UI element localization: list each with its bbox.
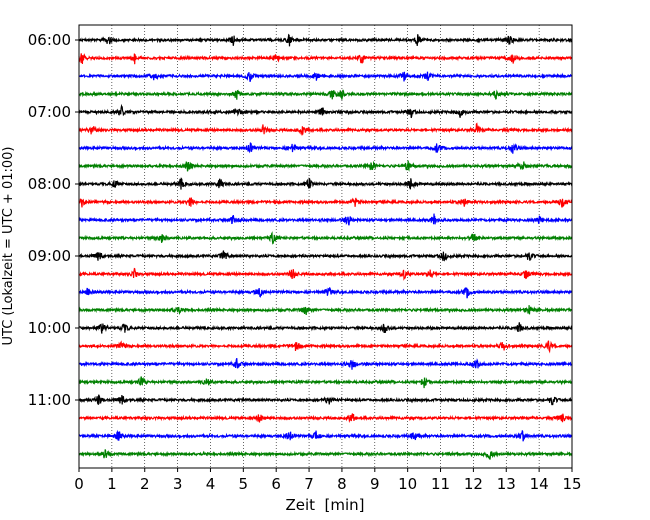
y-axis-ticks: 06:00 07:00 08:00 09:00 10:00 11:00 [28, 31, 79, 409]
trace-line [78, 142, 573, 154]
x-tick-label: 13 [497, 475, 516, 493]
x-tick-label: 7 [304, 475, 314, 493]
trace-line [78, 305, 573, 316]
trace-line [78, 71, 573, 82]
x-tick-label: 15 [562, 475, 581, 493]
x-tick-label: 9 [370, 475, 380, 493]
trace-line [78, 267, 573, 281]
trace-line [78, 89, 573, 100]
x-tick-label: 8 [337, 475, 347, 493]
grid-lines [111, 25, 540, 468]
x-tick-label: 14 [530, 475, 549, 493]
trace-line [78, 394, 573, 406]
y-tick-label: 06:00 [28, 31, 71, 49]
y-tick-label: 10:00 [28, 319, 71, 337]
trace-line [78, 250, 573, 262]
plot-background [79, 25, 572, 468]
plot-frame [78, 24, 573, 469]
trace-line [78, 449, 573, 460]
x-tick-label: 2 [140, 475, 150, 493]
x-axis-label: Zeit [min] [285, 496, 364, 514]
y-tick-label: 07:00 [28, 103, 71, 121]
seismogram-traces [78, 33, 573, 460]
x-tick-label: 11 [431, 475, 450, 493]
y-tick-label: 11:00 [28, 391, 71, 409]
trace-line [78, 322, 573, 334]
trace-line [78, 287, 573, 299]
trace-line [78, 213, 573, 226]
y-tick-label: 09:00 [28, 247, 71, 265]
trace-line [78, 53, 573, 65]
x-tick-label: 1 [107, 475, 117, 493]
trace-line [78, 231, 573, 245]
x-axis-ticks: 0 1 2 3 4 5 6 7 8 9 10 11 12 13 14 15 [74, 468, 582, 493]
trace-line [78, 160, 573, 172]
trace-line [78, 177, 573, 190]
trace-line [78, 103, 573, 119]
trace-line [78, 197, 573, 208]
x-tick-label: 12 [464, 475, 483, 493]
trace-line [78, 429, 573, 442]
x-tick-label: 3 [173, 475, 183, 493]
trace-line [78, 376, 573, 389]
trace-line [78, 413, 573, 424]
trace-line [78, 122, 573, 136]
x-tick-label: 5 [239, 475, 249, 493]
x-tick-label: 4 [206, 475, 216, 493]
x-tick-label: 0 [74, 475, 84, 493]
y-tick-label: 08:00 [28, 175, 71, 193]
y-axis-label: UTC (Lokalzeit = UTC + 01:00) [1, 147, 16, 346]
trace-line [78, 358, 573, 370]
x-tick-label: 10 [398, 475, 417, 493]
x-tick-label: 6 [271, 475, 281, 493]
trace-line [78, 33, 573, 47]
trace-line [78, 340, 573, 354]
